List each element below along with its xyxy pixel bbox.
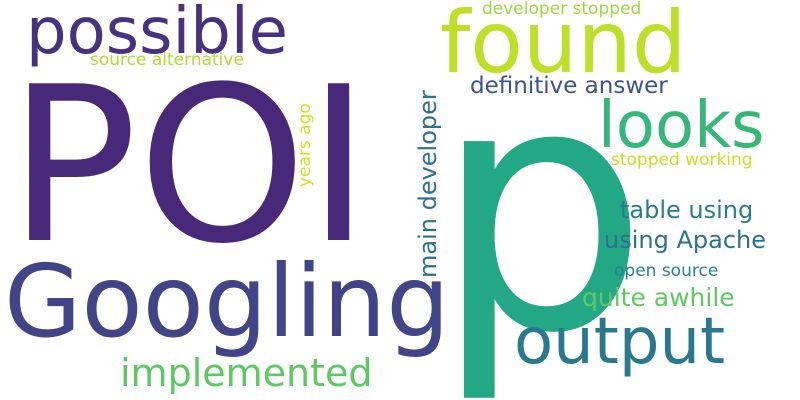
word-main-developer: main developer bbox=[414, 90, 442, 278]
word-years-ago: years ago bbox=[295, 103, 315, 187]
word-p: p bbox=[433, 12, 649, 400]
word-implemented: implemented bbox=[120, 351, 373, 395]
word-googling: Googling bbox=[4, 243, 450, 360]
word-looks: looks bbox=[598, 89, 765, 163]
word-poi: POI bbox=[8, 40, 371, 291]
word-possible: possible bbox=[26, 0, 289, 69]
word-using-apache: using Apache bbox=[604, 226, 766, 254]
word-found: found bbox=[440, 0, 687, 93]
word-definitive-answer: definitive answer bbox=[470, 73, 668, 99]
word-open-source: open source bbox=[614, 261, 719, 281]
word-output: output bbox=[514, 305, 726, 379]
word-quite-awhile: quite awhile bbox=[582, 283, 735, 312]
word-table-using: table using bbox=[620, 196, 754, 224]
word-stopped-working: stopped working bbox=[611, 150, 753, 170]
word-source-alternative: source alternative bbox=[90, 50, 244, 70]
word-developer-stopped: developer stopped bbox=[482, 0, 642, 19]
